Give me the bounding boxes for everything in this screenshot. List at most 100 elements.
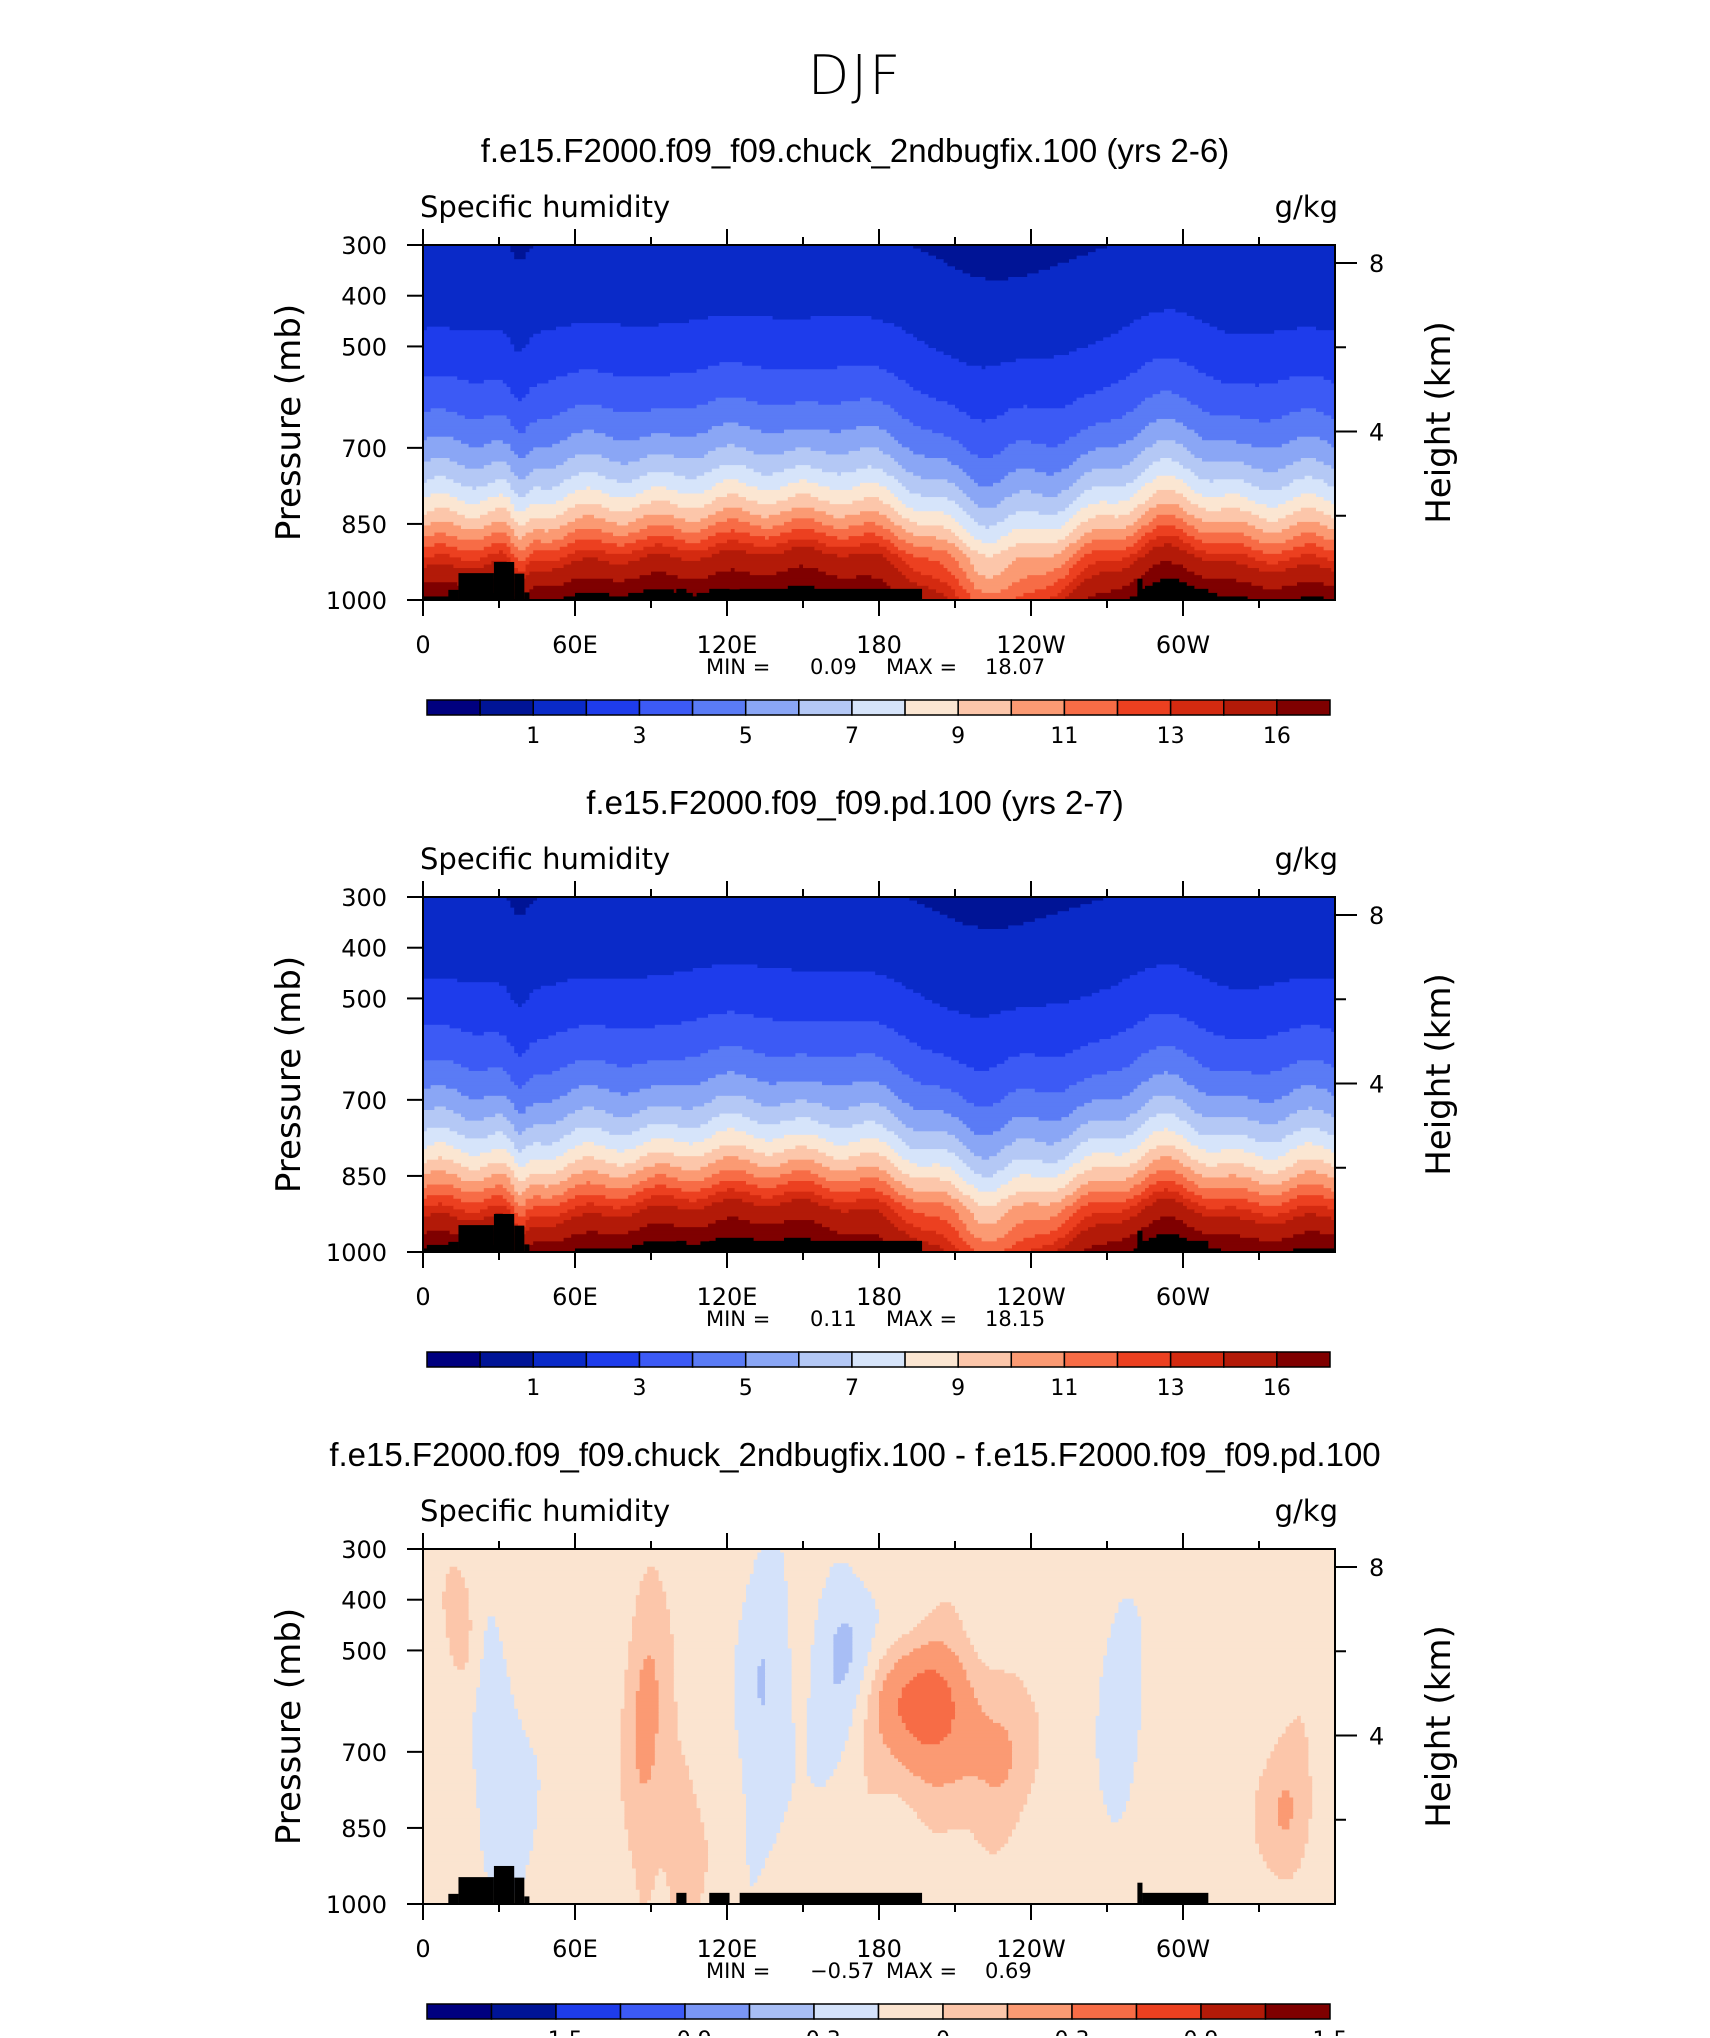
contour-cell <box>464 415 485 420</box>
contour-cell <box>1243 543 1306 548</box>
contour-cell <box>860 1691 872 1696</box>
contour-cell <box>677 1733 739 1738</box>
colorbar-box <box>1010 699 1066 716</box>
contour-cell <box>879 1152 899 1157</box>
contour-cell <box>871 1680 884 1685</box>
contour-cell <box>670 1623 739 1628</box>
contour-cell <box>575 1159 606 1164</box>
contour-cell <box>1289 978 1336 983</box>
contour-cell <box>1095 390 1161 395</box>
contour-cell <box>639 1127 728 1132</box>
y-tick-label: 500 <box>341 985 387 1013</box>
contour-cell <box>958 564 975 569</box>
contour-cell <box>651 1655 675 1660</box>
contour-cell <box>806 1701 857 1706</box>
contour-cell <box>601 539 637 544</box>
contour-cell <box>1198 1060 1298 1065</box>
contour-cell <box>1095 248 1336 253</box>
contour-cell <box>1114 1616 1142 1621</box>
contour-cell <box>1141 1141 1192 1147</box>
contour-cell <box>947 1733 1009 1738</box>
contour-cell <box>518 1886 637 1891</box>
contour-cell <box>472 1722 523 1728</box>
contour-cell <box>848 1106 888 1111</box>
topography-block <box>514 1877 525 1904</box>
contour-cell <box>791 1691 812 1696</box>
contour-cell <box>974 1198 1002 1203</box>
contour-cell <box>746 1074 910 1079</box>
contour-cell <box>689 1198 698 1203</box>
contour-cell <box>905 1683 948 1689</box>
contour-cell <box>632 1637 675 1642</box>
contour-cell <box>958 1188 979 1193</box>
contour-cell <box>1088 1202 1138 1207</box>
contour-cell <box>1228 1173 1237 1179</box>
contour-cell <box>423 550 500 555</box>
contour-cell <box>423 504 515 509</box>
contour-cell <box>795 1758 808 1763</box>
contour-cell <box>951 461 1074 466</box>
contour-cell <box>635 1758 656 1763</box>
contour-cell <box>882 553 899 558</box>
contour-cell <box>947 1149 971 1154</box>
contour-cell <box>514 504 530 509</box>
contour-cell <box>1145 447 1188 452</box>
contour-cell <box>506 543 515 548</box>
contour-cell <box>894 543 914 548</box>
contour-cell <box>909 1145 967 1150</box>
contour-cell <box>673 1651 736 1657</box>
contour-cell <box>1270 1751 1309 1756</box>
contour-cell <box>867 1786 1032 1791</box>
contour-cell <box>1285 465 1332 470</box>
contour-cell <box>1110 383 1256 388</box>
contour-cell <box>704 1836 747 1841</box>
contour-cell <box>461 1028 568 1033</box>
contour-cell <box>1145 1138 1188 1143</box>
contour-cell <box>510 1683 625 1689</box>
contour-cell <box>875 1120 903 1125</box>
contour-cell <box>540 1786 622 1791</box>
x-tick-label: 60W <box>1156 1935 1210 1963</box>
contour-cell <box>472 1730 527 1735</box>
contour-cell <box>772 1843 983 1848</box>
contour-cell <box>943 259 1070 264</box>
contour-cell <box>856 575 872 580</box>
contour-cell <box>1308 1751 1336 1756</box>
contour-cell <box>1152 1095 1176 1100</box>
contour-cell <box>533 1241 644 1246</box>
contour-cell <box>654 1733 679 1738</box>
contour-cell <box>791 1715 808 1720</box>
contour-cell <box>575 518 606 523</box>
contour-cell <box>468 1630 485 1635</box>
contour-cell <box>548 379 907 385</box>
contour-cell <box>939 1673 967 1678</box>
contour-cell <box>715 482 747 487</box>
contour-cell <box>639 1676 656 1681</box>
contour-cell <box>1069 1241 1108 1246</box>
contour-cell <box>757 1879 1336 1884</box>
contour-cell <box>1281 1095 1336 1100</box>
contour-cell <box>1308 1740 1336 1745</box>
contour-cell <box>776 1833 975 1838</box>
contour-cell <box>863 1719 880 1724</box>
contour-cell <box>423 376 458 381</box>
contour-cell <box>905 1184 956 1189</box>
contour-cell <box>848 1669 865 1674</box>
contour-cell <box>1000 1127 1078 1132</box>
contour-cell <box>1069 582 1081 587</box>
contour-cell <box>879 511 899 516</box>
contour-cell <box>510 539 534 544</box>
contour-cell <box>970 1680 1024 1685</box>
contour-cell <box>502 1651 629 1657</box>
contour-cell <box>1069 532 1085 537</box>
contour-cell <box>514 1145 527 1150</box>
contour-cell <box>852 1648 872 1653</box>
contour-cell <box>1069 1181 1089 1186</box>
contour-cell <box>529 904 926 909</box>
contour-cell <box>863 1676 876 1681</box>
contour-cell <box>1129 1113 1157 1118</box>
contour-cell <box>1202 408 1302 413</box>
contour-cell <box>423 514 466 519</box>
y-tick-label: 500 <box>341 1637 387 1665</box>
contour-cell <box>1072 1131 1135 1136</box>
